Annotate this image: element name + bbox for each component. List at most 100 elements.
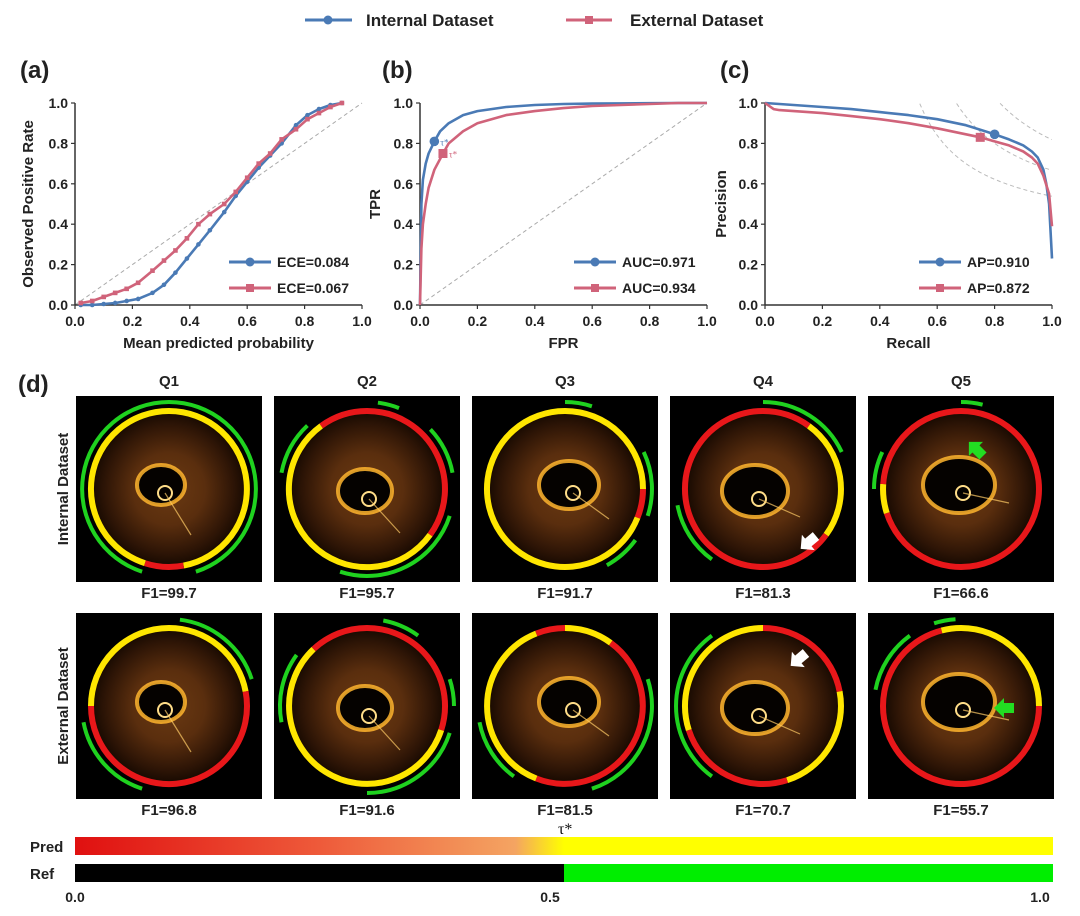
data-point-internal (135, 296, 141, 302)
data-point-external (221, 201, 227, 207)
legend-internal-marker (323, 15, 333, 25)
x-tick-label: 0.8 (640, 313, 660, 329)
oct-tile (76, 396, 262, 582)
x-tick-label: 0.2 (123, 313, 143, 329)
pred-arc (535, 640, 646, 787)
pred-arc (880, 408, 962, 485)
pred-arc (786, 690, 844, 784)
colorbar-tick-2: 1.0 (1030, 889, 1050, 905)
operating-point-external (975, 132, 985, 142)
ref-arc (447, 678, 456, 707)
panel-d-label: (d) (18, 371, 49, 398)
data-point-external (316, 110, 322, 116)
ref-arc (605, 538, 638, 567)
legend-external: External Dataset (566, 11, 764, 30)
legend-marker-internal (590, 257, 600, 267)
pred-arc (143, 560, 185, 570)
y-axis-title: Precision (713, 170, 730, 238)
ref-arc (477, 721, 516, 779)
f1-score: F1=91.6 (339, 802, 394, 819)
ref-arc (933, 617, 956, 626)
operating-point-internal (989, 129, 1000, 140)
legend-internal-label: Internal Dataset (366, 11, 494, 30)
y-tick-label: 1.0 (739, 95, 759, 111)
ref-arc (641, 451, 654, 517)
data-point-internal (112, 300, 118, 306)
operating-point-external (438, 149, 448, 158)
data-point-external (339, 100, 345, 106)
series-line-external (764, 101, 1054, 227)
legend-marker-internal (935, 257, 945, 267)
panel-b-roc: (b) 0.0 0.2 0.4 0.6 0.8 1.0 0.0 0.2 0.4 0.6 0.8 1.0 F… (367, 57, 717, 352)
column-header: Q5 (951, 373, 971, 390)
row-label: External Dataset (55, 647, 72, 765)
column-header: Q1 (159, 373, 179, 390)
y-tick-label: 0.2 (739, 257, 759, 273)
data-point-external (279, 137, 284, 142)
oct-tile (472, 613, 658, 799)
pred-arc (940, 625, 962, 634)
oct-tile (76, 613, 262, 799)
legend-external-marker (585, 16, 593, 24)
x-tick-label: 0.0 (755, 313, 775, 329)
ref-colorbar-negative (75, 864, 564, 882)
data-point-external (328, 104, 333, 110)
oct-catheter (751, 708, 767, 724)
pred-arc (168, 625, 249, 692)
pred-arc (88, 625, 170, 707)
reference-diagonal (419, 102, 708, 306)
column-header: Q2 (357, 373, 377, 390)
oct-lumen (720, 463, 790, 519)
f1-score: F1=66.6 (933, 585, 988, 602)
series-line-external (418, 101, 707, 306)
y-tick-label: 0.8 (49, 135, 69, 151)
oct-catheter (565, 485, 581, 501)
data-point-external (135, 280, 141, 286)
x-axis-title: FPR (549, 335, 579, 352)
oct-catheter (955, 702, 971, 718)
oct-lumen (537, 676, 601, 728)
ref-arc (366, 732, 452, 795)
legend-label-internal: ECE=0.084 (277, 254, 349, 270)
legend-marker-internal (245, 257, 255, 267)
pred-arc (762, 625, 843, 692)
iso-f1-curve (919, 103, 1052, 197)
oct-lumen (336, 467, 394, 515)
data-point-internal (124, 298, 129, 304)
y-tick-label: 0.6 (394, 176, 414, 192)
data-point-external (101, 294, 106, 300)
data-point-external (78, 300, 84, 306)
x-tick-label: 0.0 (410, 313, 430, 329)
ref-arc (960, 399, 984, 407)
pred-arc (484, 408, 641, 570)
oct-lumen (921, 672, 997, 732)
oct-guidewire-artifact (368, 498, 401, 534)
pred-arc (960, 625, 1042, 707)
f1-score: F1=91.7 (537, 585, 592, 602)
data-point-external (124, 286, 129, 292)
x-tick-label: 0.6 (237, 313, 257, 329)
annotation-arrow (790, 649, 810, 668)
tau-label: τ* (558, 821, 572, 838)
y-tick-label: 0.0 (49, 297, 69, 313)
column-header: Q4 (753, 373, 774, 390)
series-line-external (80, 101, 343, 305)
operating-point-label: τ* (440, 137, 449, 147)
data-point-external (267, 151, 273, 156)
y-tick-label: 0.0 (394, 297, 414, 313)
oct-guidewire-artifact (164, 709, 192, 753)
oct-tile (670, 613, 856, 799)
ref-colorbar-positive (564, 864, 1053, 882)
pred-label: Pred (30, 839, 63, 856)
oct-guidewire-artifact (368, 715, 401, 751)
oct-catheter (157, 702, 173, 718)
f1-score: F1=96.8 (141, 802, 196, 819)
oct-tile (868, 396, 1054, 582)
f1-score: F1=55.7 (933, 802, 988, 819)
x-tick-label: 1.0 (1042, 313, 1062, 329)
y-tick-label: 0.8 (739, 135, 759, 151)
pred-arc (88, 690, 250, 788)
oct-guidewire-artifact (962, 709, 1010, 721)
oct-lumen (135, 463, 187, 507)
oct-catheter (565, 702, 581, 718)
